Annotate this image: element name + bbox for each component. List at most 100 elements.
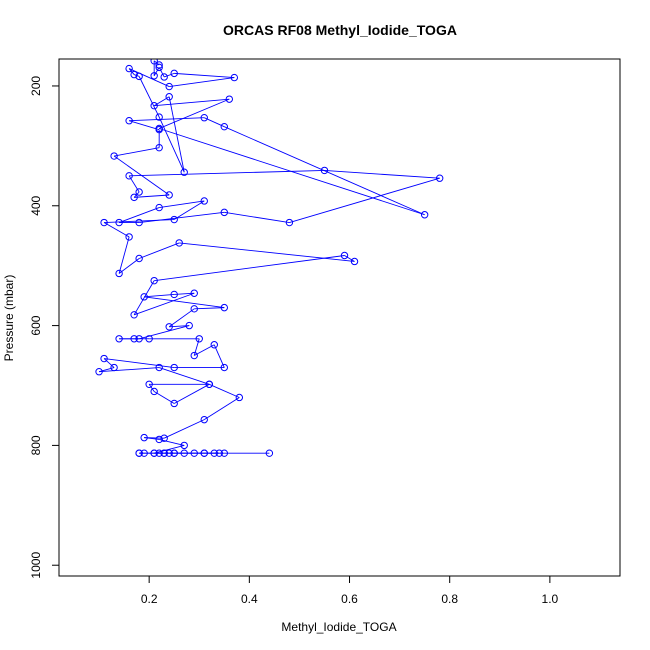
- x-tick-label: 0.8: [441, 592, 458, 606]
- series-line-segment: [153, 391, 175, 404]
- data-point: [150, 387, 158, 396]
- data-point: [135, 218, 143, 227]
- series-line-segment: [138, 76, 160, 118]
- data-point: [140, 293, 148, 301]
- data-point: [340, 251, 349, 260]
- data-point: [175, 239, 183, 247]
- data-point: [170, 449, 178, 457]
- data-point: [140, 449, 148, 457]
- series-line-segment: [129, 117, 205, 122]
- y-axis: 200 400 600 800 1000: [29, 76, 60, 579]
- data-point: [125, 117, 133, 125]
- series-line-segment: [159, 200, 205, 209]
- y-tick-label: 600: [29, 315, 43, 335]
- chart-title: ORCAS RF08 Methyl_Iodide_TOGA: [223, 22, 457, 38]
- data-point: [350, 257, 359, 266]
- data-point: [165, 191, 173, 199]
- series-line-segment: [159, 438, 185, 446]
- data-point: [110, 363, 118, 372]
- data-point: [100, 354, 108, 363]
- data-point: [230, 73, 239, 82]
- x-axis-label: Methyl_Iodide_TOGA: [281, 620, 396, 634]
- x-tick-label: 0.4: [241, 592, 258, 606]
- data-point: [320, 166, 329, 175]
- data-point: [235, 393, 244, 402]
- series-line-segment: [118, 258, 140, 274]
- data-point: [135, 188, 143, 196]
- data-point: [265, 449, 274, 457]
- y-axis-label: Pressure (mbar): [2, 275, 16, 362]
- data-point: [185, 321, 193, 330]
- y-tick-label: 800: [29, 435, 43, 455]
- data-point: [115, 269, 123, 278]
- data-point: [155, 143, 163, 152]
- series-line-segment: [133, 280, 155, 316]
- x-tick-label: 1.0: [542, 592, 559, 606]
- series-line-segment: [344, 255, 355, 262]
- series-line-segment: [204, 397, 240, 421]
- data-point: [220, 208, 228, 217]
- data-point: [125, 172, 133, 180]
- data-point: [165, 93, 173, 101]
- data-point: [200, 197, 208, 205]
- series-line-segment: [128, 120, 160, 131]
- series-line-segment: [209, 383, 240, 398]
- series-line-segment: [118, 236, 130, 274]
- data-point: [220, 449, 228, 457]
- data-point: [210, 449, 218, 457]
- data-point: [150, 102, 158, 110]
- series-line-segment: [159, 128, 425, 216]
- data-point: [200, 415, 208, 424]
- data-point: [125, 64, 133, 73]
- data-layer: [95, 59, 444, 457]
- data-point: [435, 174, 444, 182]
- series-line-segment: [173, 383, 210, 404]
- data-point: [215, 449, 223, 457]
- series-line-segment: [174, 72, 235, 79]
- data-point: [150, 59, 158, 65]
- data-point: [180, 441, 188, 450]
- series-line-segment: [134, 194, 170, 198]
- data-point: [115, 335, 123, 343]
- series-line-segment: [154, 255, 345, 282]
- series-line-segment: [168, 96, 185, 173]
- data-point: [170, 69, 178, 78]
- series-line-segment: [104, 358, 175, 368]
- data-point: [420, 211, 429, 219]
- data-point: [220, 363, 228, 372]
- data-point: [190, 289, 198, 297]
- data-point: [220, 122, 228, 131]
- series-line-segment: [158, 116, 185, 173]
- series-line-segment: [133, 292, 195, 316]
- data-point: [115, 218, 123, 227]
- series-line-segment: [118, 207, 160, 223]
- series-line-segment: [128, 68, 135, 75]
- series-line-segment: [163, 419, 205, 439]
- data-point: [165, 449, 173, 457]
- plot-frame: [58, 58, 621, 577]
- data-point: [160, 449, 168, 457]
- data-point: [150, 72, 158, 80]
- data-point: [100, 218, 108, 227]
- data-point: [155, 363, 163, 372]
- data-point: [125, 233, 133, 241]
- data-point: [180, 449, 188, 457]
- series-line-segment: [158, 67, 165, 78]
- series-line-segment: [139, 211, 225, 223]
- data-point: [155, 124, 163, 133]
- data-point: [165, 323, 173, 331]
- x-tick-label: 0.2: [141, 592, 158, 606]
- series-line-segment: [173, 200, 205, 220]
- data-point: [225, 95, 234, 103]
- data-point: [155, 63, 163, 72]
- data-point: [220, 303, 228, 312]
- data-point: [145, 380, 153, 388]
- series-line-segment: [103, 222, 130, 238]
- x-tick-label: 0.6: [341, 592, 358, 606]
- y-tick-label: 200: [29, 76, 43, 96]
- data-point: [195, 335, 203, 343]
- data-point: [130, 70, 138, 79]
- data-point: [155, 113, 163, 121]
- series-line-segment: [138, 242, 180, 259]
- series-line-segment: [164, 72, 175, 78]
